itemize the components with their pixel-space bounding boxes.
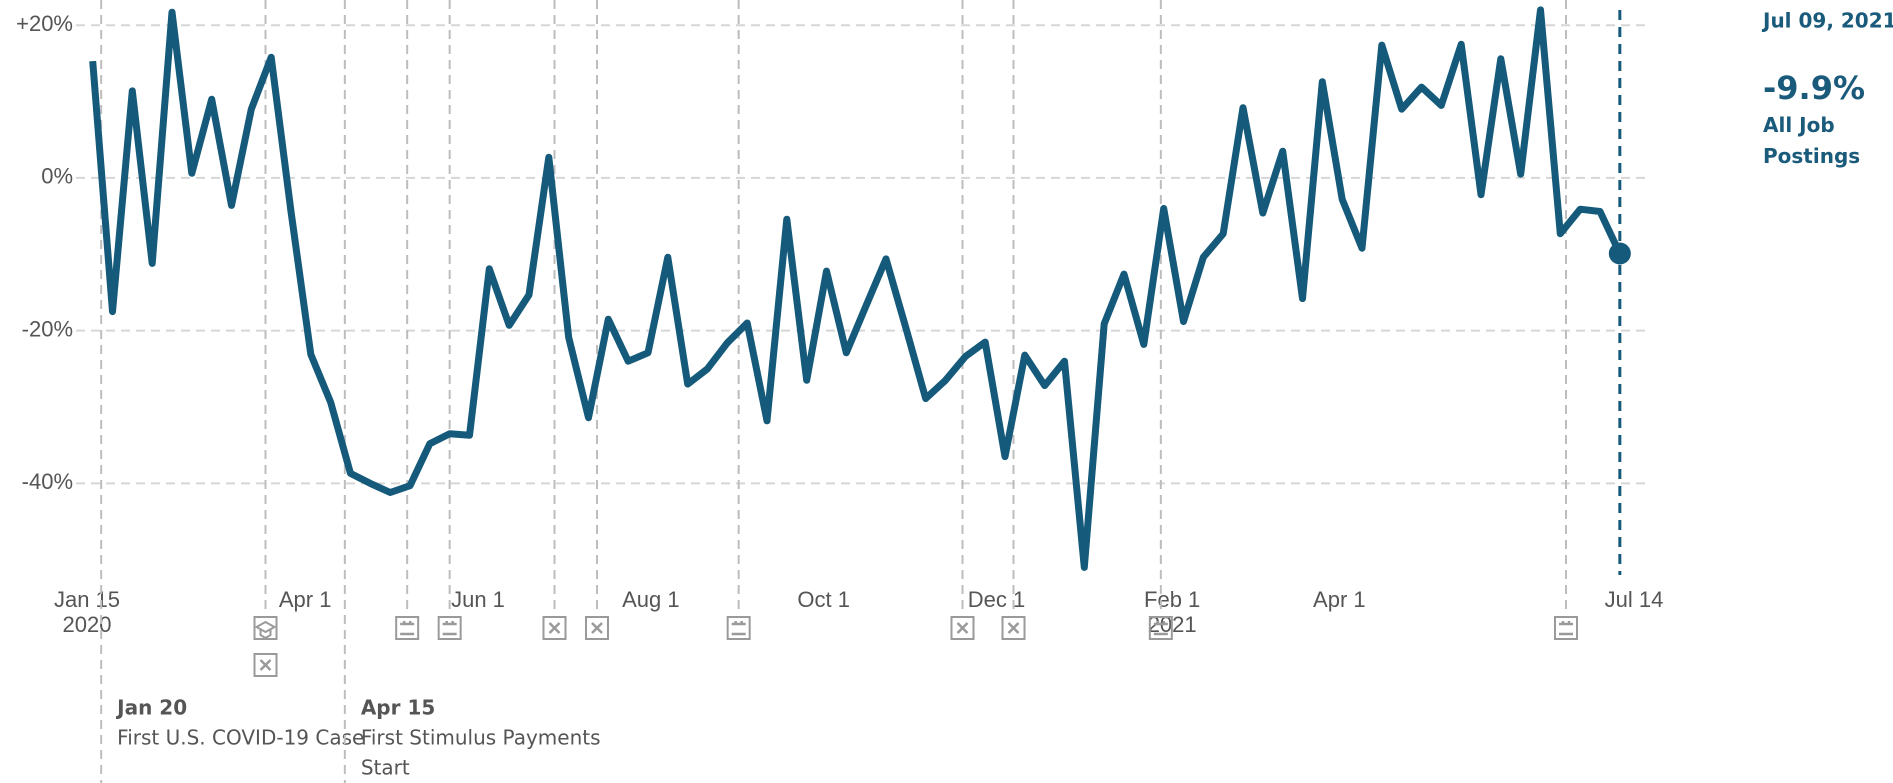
event-icon bbox=[1148, 616, 1173, 640]
x-tick-label: Apr 1 bbox=[279, 587, 332, 612]
icon-x bbox=[259, 659, 272, 671]
icon-school bbox=[254, 620, 277, 640]
event-icon bbox=[950, 616, 975, 640]
event-text: Start bbox=[361, 756, 410, 780]
y-tick-label: 0% bbox=[41, 164, 73, 189]
icon-store bbox=[731, 621, 746, 636]
icon-store bbox=[1153, 621, 1168, 636]
x-tick-label: Jul 14 bbox=[1605, 587, 1664, 612]
icon-store bbox=[442, 621, 457, 636]
event-title: Apr 15 bbox=[361, 696, 435, 720]
readout-date: Jul 09, 2021 bbox=[1761, 9, 1893, 33]
icon-frame bbox=[395, 616, 420, 640]
event-icon bbox=[395, 616, 420, 640]
icon-x bbox=[956, 622, 969, 634]
x-tick-label: Apr 1 bbox=[1313, 587, 1366, 612]
event-icon bbox=[253, 653, 278, 677]
x-tick-label: Feb 1 bbox=[1144, 587, 1200, 612]
event-text: First Stimulus Payments bbox=[361, 726, 601, 750]
icon-store bbox=[1559, 621, 1573, 636]
event-icon bbox=[542, 616, 567, 640]
icon-frame bbox=[726, 616, 751, 640]
x-tick-label: Aug 1 bbox=[622, 587, 680, 612]
icon-x bbox=[1007, 622, 1020, 634]
current-point bbox=[1608, 242, 1631, 265]
event-icon bbox=[726, 616, 751, 640]
x-tick-year: 2020 bbox=[63, 612, 112, 637]
icon-frame bbox=[253, 653, 278, 677]
icon-frame bbox=[1001, 616, 1026, 640]
series-line bbox=[89, 6, 1623, 571]
icon-frame bbox=[950, 616, 975, 640]
icon-frame bbox=[437, 616, 462, 640]
event-icon bbox=[253, 616, 278, 640]
icon-frame bbox=[1148, 616, 1173, 640]
x-tick-label: Jan 15 bbox=[54, 587, 120, 612]
event-icon bbox=[437, 616, 462, 640]
icon-frame bbox=[1554, 616, 1578, 640]
event-icon bbox=[585, 616, 609, 640]
icon-store bbox=[400, 621, 415, 636]
icon-x bbox=[591, 622, 603, 634]
event-icon bbox=[1001, 616, 1026, 640]
x-tick-label: Dec 1 bbox=[968, 587, 1025, 612]
event-icon bbox=[1554, 616, 1578, 640]
x-tick-label: Oct 1 bbox=[797, 587, 850, 612]
icon-x bbox=[548, 622, 561, 634]
readout-value: -9.9% bbox=[1763, 69, 1865, 107]
icon-frame bbox=[542, 616, 567, 640]
readout-name: All Job Postings bbox=[1763, 113, 1860, 168]
event-title: Jan 20 bbox=[115, 696, 187, 720]
y-tick-label: -40% bbox=[22, 469, 73, 494]
y-tick-label: +20% bbox=[16, 11, 73, 36]
x-tick-label: Jun 1 bbox=[451, 587, 505, 612]
event-text: First U.S. COVID-19 Case bbox=[117, 726, 364, 750]
y-tick-label: -20% bbox=[22, 316, 73, 341]
icon-frame bbox=[585, 616, 609, 640]
